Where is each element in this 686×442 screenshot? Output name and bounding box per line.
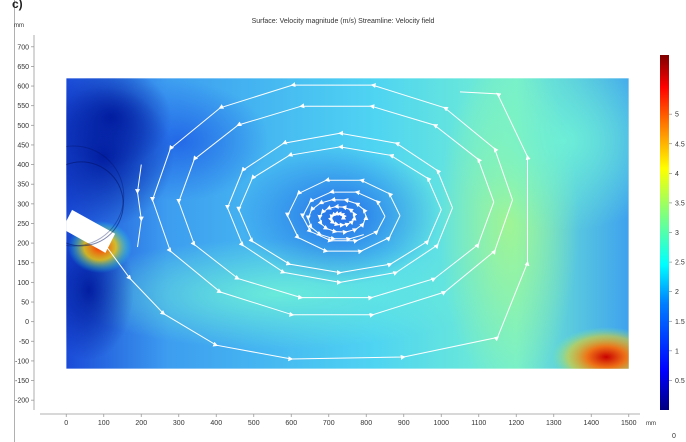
streamline-left-recirculation — [135, 164, 144, 248]
x-tick-label: 800 — [360, 420, 372, 427]
x-tick-label: 1400 — [583, 420, 599, 427]
y-tick-label: -200 — [15, 398, 29, 405]
colorbar-tick-label: 2.5 — [675, 260, 685, 267]
colorbar-tick-label: 4 — [675, 171, 679, 178]
y-tick-label: 650 — [17, 64, 29, 71]
y-tick-label: 150 — [17, 260, 29, 267]
colorbar-tick-label: 3 — [675, 230, 679, 237]
y-tick-label: 200 — [17, 241, 29, 248]
y-tick-label: 700 — [17, 44, 29, 51]
y-tick-label: 350 — [17, 182, 29, 189]
colorbar-tick-label: 4.5 — [675, 141, 685, 148]
field-region-outlet-hot — [551, 326, 629, 369]
x-tick-label: 100 — [98, 420, 110, 427]
field-region-dark-top-left — [66, 78, 172, 168]
streamlines — [103, 82, 531, 362]
colorbar-tick-label: 5 — [675, 112, 679, 119]
inlet-arc — [66, 161, 124, 247]
panel-label: c) — [12, 0, 23, 11]
colorbar-min-label: 0 — [672, 433, 676, 440]
y-tick-label: 600 — [17, 84, 29, 91]
y-axis-ticks: 7006506005505004504003503002502001501005… — [15, 44, 34, 405]
x-tick-label: 600 — [285, 420, 297, 427]
x-tick-label: 300 — [173, 420, 185, 427]
field-region-vortex-core — [240, 145, 440, 286]
colorbar-tick-label: 1 — [675, 348, 679, 355]
y-tick-label: 50 — [21, 300, 29, 307]
x-unit-label: mm — [646, 421, 656, 427]
colorbar-tick-label: 1.5 — [675, 319, 685, 326]
x-tick-label: 1300 — [546, 420, 562, 427]
x-tick-label: 500 — [248, 420, 260, 427]
x-tick-label: 1200 — [508, 420, 524, 427]
x-tick-label: 700 — [323, 420, 335, 427]
x-tick-label: 200 — [135, 420, 147, 427]
y-tick-label: -50 — [19, 339, 29, 346]
colorbar-tick-label: 3.5 — [675, 200, 685, 207]
x-tick-label: 1500 — [621, 420, 637, 427]
field-region-upper-right — [445, 78, 629, 231]
colorbar-scale — [660, 55, 669, 410]
y-tick-label: -150 — [15, 378, 29, 385]
colorbar-tick-label: 2 — [675, 289, 679, 296]
inlet-arc — [66, 145, 125, 247]
x-tick-label: 400 — [210, 420, 222, 427]
y-tick-label: 500 — [17, 123, 29, 130]
x-tick-label: 0 — [64, 420, 68, 427]
y-tick-label: 250 — [17, 221, 29, 228]
y-unit-label: mm — [14, 23, 24, 29]
chart-title: Surface: Velocity magnitude (m/s) Stream… — [251, 18, 435, 25]
x-tick-label: 1000 — [433, 420, 449, 427]
y-tick-label: 550 — [17, 103, 29, 110]
y-tick-label: 450 — [17, 142, 29, 149]
y-tick-label: 300 — [17, 201, 29, 208]
x-tick-label: 900 — [398, 420, 410, 427]
colorbar: 5 4.5 4 3.5 3 2.5 2 1.5 1 0.5 0 — [660, 55, 685, 440]
y-tick-label: 0 — [25, 319, 29, 326]
x-tick-label: 1100 — [471, 420, 486, 427]
streamline-jet-path — [103, 91, 531, 362]
velocity-field — [66, 78, 629, 369]
colorbar-tick-label: 0.5 — [675, 378, 685, 385]
inlet-pipe — [66, 209, 116, 253]
figure-frame — [14, 0, 15, 442]
y-tick-label: 100 — [17, 280, 29, 287]
y-tick-label: -100 — [15, 358, 29, 365]
y-tick-label: 400 — [17, 162, 29, 169]
x-axis-ticks: 0 100 200 300 400 500 600 700 800 900 1000 1100 1200… — [64, 414, 637, 427]
